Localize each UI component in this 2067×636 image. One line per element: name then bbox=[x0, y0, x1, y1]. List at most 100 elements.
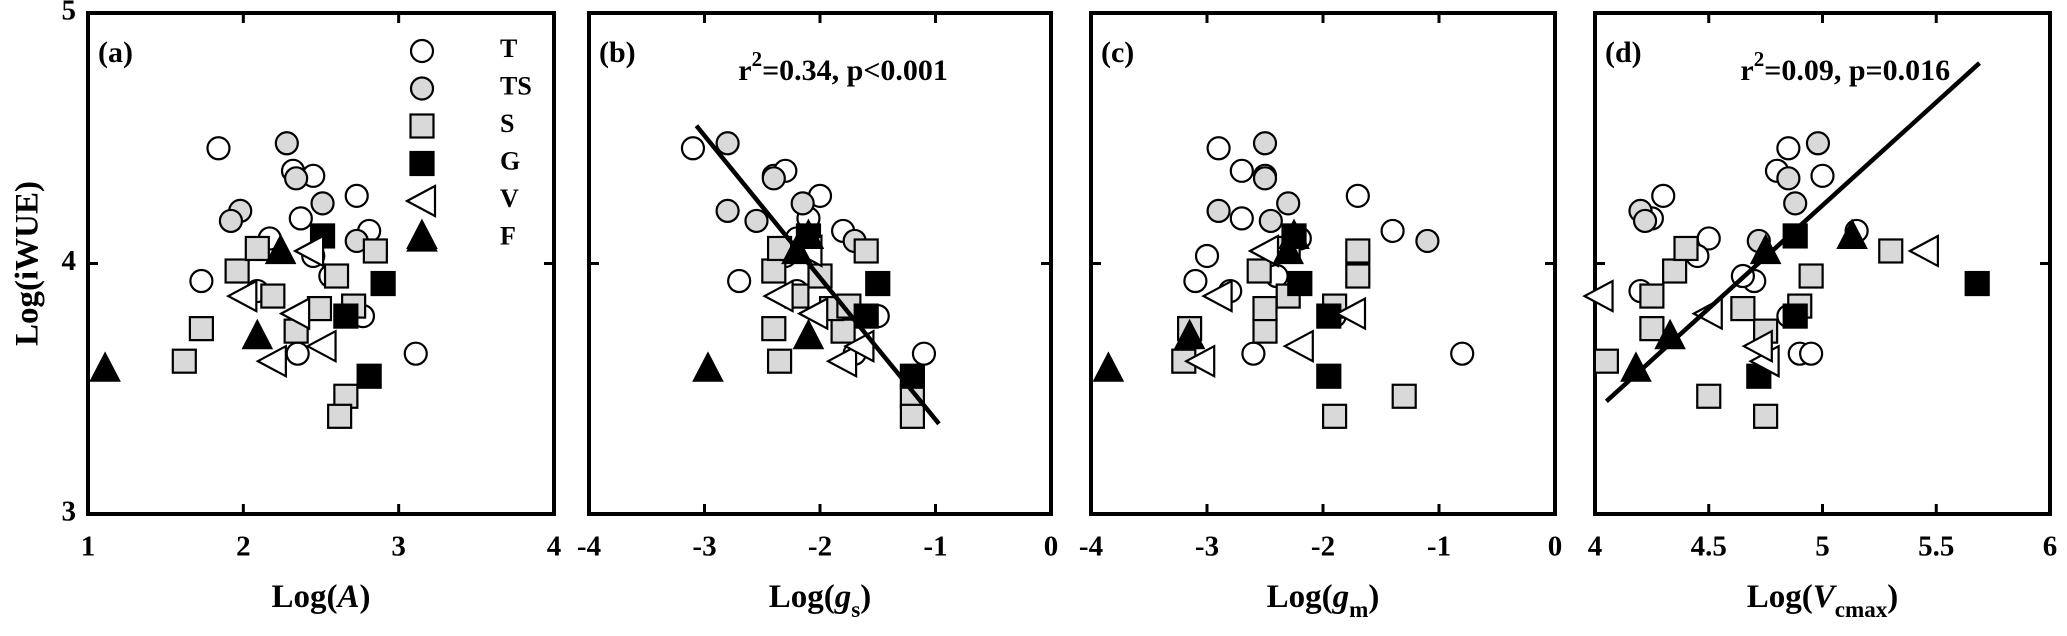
x-tick-label: 6 bbox=[2043, 531, 2058, 563]
panel-label: (b) bbox=[599, 36, 636, 69]
point bbox=[226, 279, 258, 313]
point bbox=[241, 318, 274, 350]
text-segment: A bbox=[335, 579, 359, 615]
text-segment: ) bbox=[860, 579, 871, 615]
legend-label: F bbox=[500, 221, 516, 250]
y-tick-label: 4 bbox=[62, 245, 77, 277]
panel-label: (c) bbox=[1101, 36, 1134, 69]
point bbox=[727, 268, 752, 294]
x-tick-label: -4 bbox=[577, 531, 601, 563]
text-segment: r bbox=[1740, 54, 1753, 87]
point bbox=[1730, 295, 1756, 322]
point bbox=[865, 270, 891, 297]
text-segment: g bbox=[834, 579, 852, 615]
legend-marker bbox=[406, 221, 438, 252]
legend-label: V bbox=[500, 184, 519, 213]
x-tick-label: 1 bbox=[81, 531, 96, 563]
plot-frame bbox=[1089, 11, 1557, 516]
point bbox=[333, 303, 359, 329]
point bbox=[1345, 238, 1371, 264]
y-tick-label: 5 bbox=[62, 0, 77, 27]
text-segment: Log( bbox=[769, 579, 835, 615]
point bbox=[1246, 258, 1272, 284]
point bbox=[853, 303, 879, 329]
text-segment: Log( bbox=[271, 579, 337, 615]
point bbox=[1380, 218, 1405, 244]
point bbox=[1696, 383, 1722, 409]
point bbox=[1092, 351, 1125, 382]
x-tick-label: 0 bbox=[1548, 531, 1563, 563]
y-axis-label: Log(iWUE) bbox=[10, 181, 46, 346]
point bbox=[1810, 163, 1835, 188]
point bbox=[853, 238, 879, 264]
point bbox=[285, 341, 310, 366]
point bbox=[370, 270, 396, 297]
point bbox=[1836, 218, 1868, 250]
point bbox=[171, 348, 197, 374]
x-tick-label: -1 bbox=[923, 531, 947, 563]
point bbox=[1321, 403, 1348, 429]
point bbox=[1252, 166, 1278, 191]
text-segment: m bbox=[1349, 596, 1368, 622]
point bbox=[1194, 243, 1220, 269]
point bbox=[1316, 303, 1342, 329]
point bbox=[1662, 258, 1688, 284]
legend-marker bbox=[409, 113, 435, 139]
x-tick-label: -1 bbox=[1427, 531, 1451, 563]
text-segment: cmax bbox=[1835, 596, 1888, 622]
point bbox=[264, 233, 297, 265]
point bbox=[1776, 166, 1801, 191]
point bbox=[1639, 283, 1665, 309]
point bbox=[1782, 303, 1808, 329]
point bbox=[284, 166, 309, 191]
point bbox=[1252, 131, 1278, 156]
point bbox=[715, 198, 740, 223]
point bbox=[1229, 158, 1254, 183]
point bbox=[1183, 268, 1208, 294]
point bbox=[1247, 234, 1280, 268]
point bbox=[1753, 403, 1779, 429]
text-segment: Log( bbox=[1267, 579, 1333, 615]
point bbox=[825, 344, 858, 379]
point bbox=[1201, 279, 1233, 313]
legend-marker bbox=[409, 38, 435, 64]
point bbox=[403, 341, 428, 366]
point bbox=[1964, 270, 1990, 297]
x-tick-label: 2 bbox=[236, 531, 251, 563]
point bbox=[1316, 363, 1342, 389]
x-axis-label: Log(A) bbox=[271, 579, 370, 615]
point bbox=[1450, 341, 1475, 366]
point bbox=[792, 318, 825, 350]
x-tick-label: -2 bbox=[1311, 531, 1335, 563]
fit-line bbox=[1604, 61, 1981, 403]
x-tick-label: -4 bbox=[1079, 531, 1103, 563]
text-segment: ) bbox=[1368, 579, 1379, 615]
point bbox=[790, 191, 815, 216]
point bbox=[1907, 234, 1939, 268]
point bbox=[761, 166, 786, 191]
point bbox=[89, 351, 121, 382]
point bbox=[1741, 329, 1773, 364]
x-tick-label: 4.5 bbox=[1691, 531, 1727, 563]
text-segment: s bbox=[851, 596, 860, 622]
point bbox=[1345, 263, 1371, 289]
point bbox=[899, 403, 926, 429]
text-segment: r bbox=[738, 54, 751, 87]
point bbox=[1282, 329, 1314, 364]
x-tick-label: 4 bbox=[547, 531, 562, 563]
point bbox=[1593, 348, 1619, 374]
x-tick-label: -3 bbox=[1195, 531, 1219, 563]
x-tick-label: 4 bbox=[1588, 531, 1603, 563]
point bbox=[1276, 191, 1301, 216]
point bbox=[796, 296, 829, 331]
x-tick-label: 0 bbox=[1044, 531, 1059, 563]
point bbox=[327, 403, 353, 429]
point bbox=[1415, 228, 1440, 254]
text-segment: 2 bbox=[752, 47, 763, 71]
point bbox=[1878, 238, 1904, 264]
point bbox=[1651, 183, 1676, 208]
point bbox=[274, 131, 299, 156]
legend-label: TS bbox=[500, 71, 532, 100]
point bbox=[744, 208, 769, 234]
